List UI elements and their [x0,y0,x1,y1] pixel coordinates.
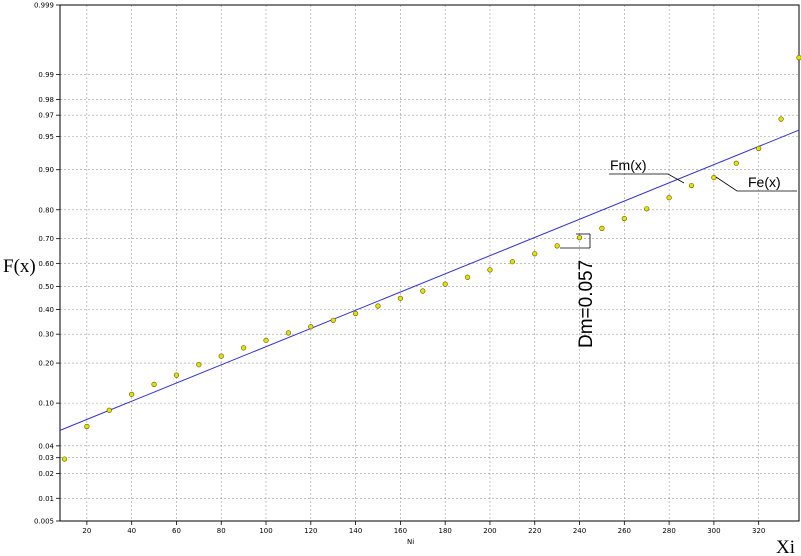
x-axis-label: Xi [776,537,795,556]
x-ticks: 20 40 60 80 100 120 140 160 180 200 220 240 260 280 30… [82,521,765,535]
y-tick-label: 0.005 [34,518,54,526]
x-tick-label: 300 [707,527,720,535]
y-tick-label: 0.99 [38,71,54,79]
y-ticks: 0.999 0.99 0.98 0.97 0.95 0.90 0.80 0.70 0.60 0.5… [34,2,60,526]
x-tick-label: 280 [662,527,675,535]
fe-point [621,215,627,222]
fe-point [129,391,135,397]
x-tick-label: 100 [259,527,272,535]
fe-point [196,362,202,368]
fe-point [688,182,695,189]
x-tick-label: 60 [172,527,181,535]
y-tick-label: 0.999 [34,2,54,10]
fe-point [420,288,426,294]
fe-point [711,174,717,181]
y-tick-label: 0.30 [38,331,54,339]
x-tick-label: 180 [438,527,451,535]
y-tick-label: 0.01 [38,495,54,503]
dm-label: Dm=0.057 [576,260,597,348]
x-tick-label: 320 [752,527,765,535]
y-tick-label: 0.10 [38,400,54,408]
fe-point [353,310,359,317]
fe-leader [715,176,797,192]
y-tick-label: 0.97 [38,112,54,120]
x-tick-label: 140 [349,527,362,535]
x-tick-label: 200 [483,527,496,535]
fe-point [509,259,515,265]
fe-point [173,372,180,378]
fe-point [756,145,762,152]
x-tick-label: 260 [618,527,631,535]
fe-point [778,116,784,122]
fe-label: Fe(x) [748,174,781,190]
annotations: Fm(x) Fe(x) Dm=0.057 [560,157,797,348]
x-tick-label: 120 [304,527,317,535]
fe-points [61,55,801,462]
fm-leader [609,173,685,184]
fe-point [84,423,90,430]
fe-point [218,353,224,359]
y-tick-label: 0.98 [38,96,54,104]
fe-point [106,407,112,413]
fe-point [464,274,471,280]
y-tick-label: 0.90 [38,166,54,174]
x-tick-label: 40 [127,527,136,535]
grid [60,4,799,522]
x-tick-label: 160 [394,527,407,535]
x-tick-label: 20 [82,527,91,535]
fe-point [796,55,801,61]
y-tick-label: 0.80 [38,206,54,214]
y-tick-label: 0.04 [38,442,54,450]
fe-point [330,317,336,323]
fe-point [285,330,292,336]
fe-point [263,337,269,343]
fe-point [554,243,560,249]
x-tick-label: 220 [528,527,541,535]
plot-frame [59,4,800,522]
y-axis-label: F(x) [3,256,36,277]
y-tick-label: 0.40 [38,306,54,314]
fe-point [532,251,538,257]
fe-point [151,381,157,387]
fe-point [375,303,381,309]
fm-line [59,129,800,431]
fe-point [666,195,672,201]
x-tick-label: 80 [217,527,226,535]
fe-point [644,206,650,212]
y-tick-label: 0.95 [38,133,54,141]
x-tick-label: 240 [573,527,586,535]
fe-point [442,281,448,287]
fm-label: Fm(x) [610,157,647,173]
fe-point [61,456,68,462]
y-tick-label: 0.03 [38,454,54,462]
fe-point [576,235,583,241]
y-tick-label: 0.70 [38,235,54,243]
fe-point [487,267,493,273]
y-tick-label: 0.50 [38,283,54,291]
fe-point [599,225,605,231]
y-tick-label: 0.02 [38,470,54,478]
fe-point [733,160,739,166]
fe-point [241,345,247,351]
fe-point [308,324,314,330]
y-tick-label: 0.60 [38,260,54,268]
y-tick-label: 0.20 [38,360,54,368]
x-axis-sublabel: Ni [407,538,414,546]
fe-point [397,295,403,301]
